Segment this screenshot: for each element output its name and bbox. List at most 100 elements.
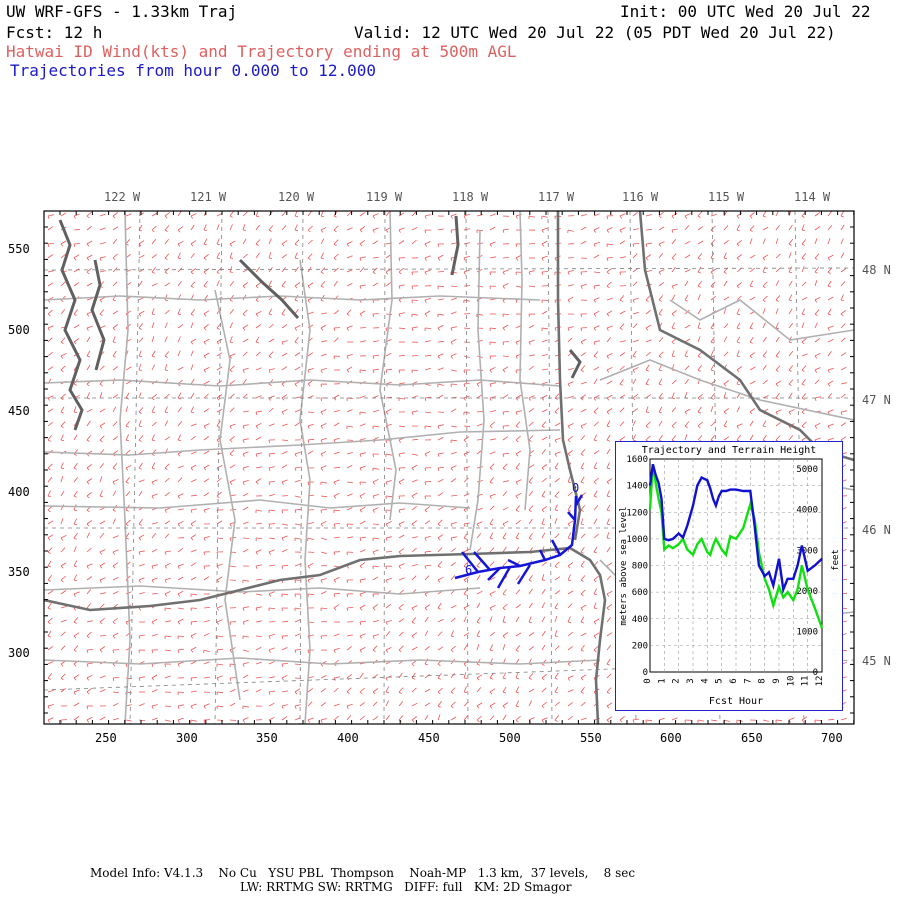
wind-barb (255, 282, 262, 287)
wind-barb (190, 406, 194, 413)
wind-barb-flag (359, 243, 363, 247)
wind-barb (528, 435, 534, 441)
wind-barb-flag (398, 691, 402, 695)
wind-barb (567, 491, 573, 497)
wind-barb (528, 700, 533, 707)
wind-barb-flag (138, 439, 142, 442)
wind-barb (827, 296, 834, 301)
wind-barb (775, 421, 781, 427)
wind-barb (164, 533, 170, 539)
wind-barb (333, 451, 340, 455)
wind-barb (138, 337, 144, 343)
wind-barb (671, 421, 677, 427)
wind-barb (827, 238, 831, 245)
wind-barb-flag (151, 313, 155, 315)
wind-barb (606, 408, 613, 413)
wind-barb-flag (541, 495, 545, 498)
wind-barb (255, 522, 262, 525)
wind-barb (814, 422, 821, 427)
wind-barb (762, 395, 769, 399)
wind-barb (255, 661, 262, 665)
wind-barb-flag (372, 593, 374, 598)
wind-barb (593, 546, 598, 553)
wind-barb (788, 409, 795, 413)
wind-barb-flag (281, 313, 285, 316)
wind-barb-flag (229, 481, 233, 485)
inset-series (648, 463, 824, 629)
wind-barb-flag (411, 285, 413, 289)
wind-barb-flag (580, 649, 584, 652)
wind-barb (164, 649, 171, 652)
wind-barb (515, 532, 520, 539)
wind-barb (411, 211, 417, 217)
wind-barb (216, 477, 222, 483)
wind-barb (580, 240, 587, 245)
wind-barb (632, 420, 636, 427)
wind-barb-flag (775, 369, 779, 372)
wind-barb (567, 337, 573, 343)
wind-barb (788, 717, 795, 721)
wind-barb (372, 604, 379, 609)
wind-barb (762, 322, 766, 329)
wind-barb-flag (437, 453, 440, 457)
wind-barb (372, 354, 380, 357)
wind-barb (437, 228, 444, 231)
wind-barb (216, 491, 222, 497)
wind-barb-flag (372, 635, 375, 639)
wind-barb (489, 367, 496, 371)
wind-barb (580, 674, 587, 679)
wind-barb (164, 591, 171, 595)
wind-barb (619, 394, 626, 399)
wind-barb (346, 607, 354, 609)
wind-barb-flag (372, 271, 376, 275)
wind-barb (281, 225, 287, 231)
wind-barb-flag (346, 593, 348, 597)
wind-barb (671, 294, 676, 301)
wind-barb-flag (333, 243, 337, 247)
wind-barb (502, 686, 507, 693)
wind-barb (99, 309, 105, 315)
wind-barb (411, 672, 416, 679)
wind-barb-flag (359, 229, 363, 233)
wind-barb (268, 423, 275, 427)
wind-barb-flag (320, 327, 324, 331)
wind-barb (567, 229, 574, 232)
wind-barb (294, 422, 301, 427)
wind-barb (827, 225, 833, 231)
wind-barb-flag (86, 523, 90, 527)
wind-barb (138, 420, 142, 427)
wind-barb-flag (463, 565, 467, 569)
wind-barb (164, 675, 171, 679)
wind-barb-flag (489, 691, 493, 695)
wind-barb-flag (112, 509, 116, 512)
wind-barb (801, 266, 805, 273)
wind-barb-flag (333, 229, 337, 233)
wind-barb (502, 616, 506, 623)
wind-barb-flag (99, 257, 102, 261)
inset-right-tick: 2000 (796, 587, 818, 597)
wind-barb (450, 617, 456, 623)
wind-barb (502, 463, 508, 469)
wind-barb-flag (450, 649, 454, 653)
wind-barb (476, 674, 483, 679)
wind-barb (47, 590, 54, 595)
wind-barb (567, 368, 574, 371)
wind-barb (437, 547, 443, 553)
wind-barb (268, 466, 275, 469)
lat-label-45n: 45 N (862, 654, 891, 668)
wind-barb (580, 283, 587, 287)
wind-barb-flag (593, 495, 597, 498)
wind-barb (216, 465, 223, 469)
wind-barb-flag (489, 383, 492, 387)
wind-barb (775, 409, 782, 413)
wind-barb-flag (450, 635, 455, 638)
wind-barb-flag (281, 411, 285, 415)
wind-barb-flag (567, 383, 571, 387)
wind-barb-flag (411, 523, 415, 527)
wind-barb (372, 701, 378, 707)
wind-barb (268, 549, 275, 553)
wind-barb (593, 505, 599, 511)
wind-barb (385, 352, 392, 357)
wind-barb (684, 240, 691, 245)
wind-barb-flag (515, 411, 518, 415)
